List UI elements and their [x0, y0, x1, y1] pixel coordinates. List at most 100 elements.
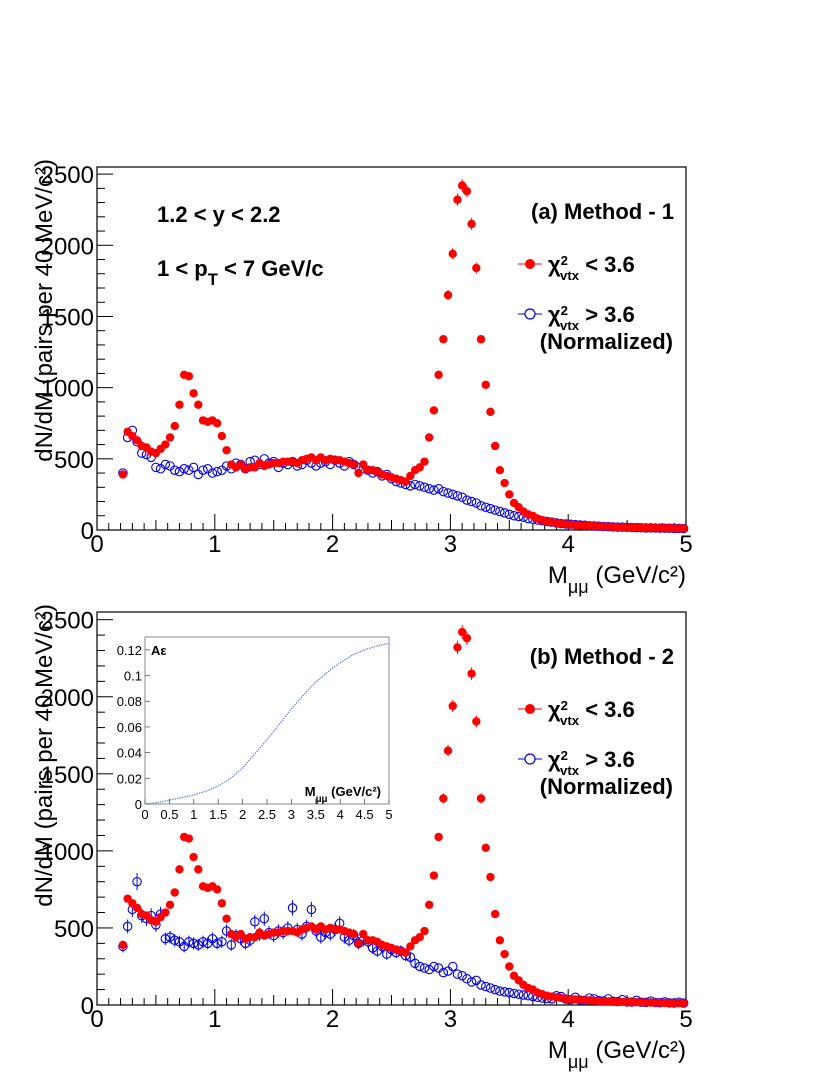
data-point — [170, 888, 179, 897]
data-point — [448, 701, 457, 711]
data-point — [495, 936, 505, 945]
data-point — [189, 389, 198, 398]
y-tick-label: 0 — [81, 518, 94, 545]
data-point — [226, 940, 237, 950]
data-point — [165, 932, 175, 942]
data-point — [490, 441, 500, 451]
data-point — [175, 865, 184, 874]
annotation-rapidity: 1.2 < y < 2.2 — [157, 202, 281, 227]
inset-y-tick-label: 0.06 — [117, 720, 142, 735]
data-point — [495, 986, 505, 996]
data-point — [457, 181, 467, 190]
data-point — [429, 961, 439, 972]
legend-marker — [525, 259, 535, 269]
x-tick-label: 1 — [208, 531, 221, 558]
data-point — [453, 195, 462, 204]
data-point — [443, 290, 453, 300]
data-point — [424, 900, 434, 910]
legend-marker — [525, 704, 535, 714]
legend-label-normalized: (Normalized) — [540, 329, 673, 354]
data-point — [467, 669, 476, 678]
data-point — [188, 938, 199, 949]
data-point — [504, 987, 515, 998]
y-tick-label: 500 — [54, 447, 94, 474]
data-point — [174, 466, 185, 477]
panel-a: 0 1 2 3 4 5 0 500 1000 1500 2000 2500 Mμμ (GeV/c²) dN… — [31, 159, 693, 597]
data-point — [415, 961, 425, 972]
data-point — [495, 506, 505, 517]
y-tick-label: 500 — [54, 916, 94, 943]
data-point — [132, 436, 142, 445]
data-point — [448, 961, 458, 972]
data-point — [419, 482, 430, 493]
data-point — [462, 634, 472, 643]
y-tick-label: 1500 — [41, 762, 94, 789]
data-point — [504, 509, 515, 520]
data-point — [169, 935, 180, 946]
data-point — [490, 505, 500, 515]
y-tick-label: 2500 — [41, 608, 94, 635]
legend-label: χ2 vtx < 3.6 — [548, 252, 635, 283]
data-point — [467, 219, 476, 229]
data-point — [509, 511, 519, 521]
series-red — [118, 625, 688, 1008]
data-point — [194, 865, 203, 874]
x-tick-label: 5 — [679, 1006, 692, 1033]
data-point — [349, 929, 359, 939]
inset-y-tick-label: 0.1 — [124, 669, 142, 684]
data-point — [466, 496, 477, 507]
data-point — [476, 501, 486, 511]
data-point — [189, 852, 198, 862]
inset-x-tick-label: 3 — [288, 807, 295, 822]
data-point — [118, 470, 128, 479]
inset-x-tick-label: 3.5 — [307, 807, 325, 822]
data-point — [434, 370, 443, 380]
data-point — [509, 988, 519, 999]
inset-y-tick-label: 0.08 — [117, 694, 142, 709]
data-point — [433, 963, 444, 973]
series-blue — [118, 873, 689, 1008]
data-point — [188, 462, 199, 473]
x-tick-label: 3 — [444, 531, 457, 558]
data-point — [495, 466, 505, 475]
data-point — [505, 490, 514, 499]
inset-frame — [144, 636, 390, 805]
legend-marker — [524, 308, 536, 320]
panel-label: (b) Method - 2 — [530, 644, 674, 669]
y-tick-label: 0 — [81, 993, 94, 1020]
data-point — [160, 933, 171, 944]
data-point — [499, 987, 510, 997]
data-point — [118, 940, 128, 950]
data-point — [452, 969, 463, 979]
inset-y-tick-label: 0.02 — [117, 771, 142, 786]
data-point — [439, 335, 448, 344]
data-point — [443, 966, 453, 976]
data-point — [500, 949, 509, 959]
data-point — [184, 834, 194, 843]
inset-label: Aε — [151, 643, 167, 658]
y-axis-label: dN/dM (pairs per 40 MeV/c²) — [31, 604, 58, 907]
data-point — [472, 263, 481, 273]
data-point — [433, 483, 444, 494]
x-tick-label: 4 — [562, 531, 575, 558]
data-point — [486, 407, 495, 417]
data-point — [419, 963, 430, 973]
data-point — [179, 464, 189, 474]
data-point — [452, 491, 463, 501]
inset-chart: 0 0.5 1 1.5 2 2.5 3 3.5 4 4.5 5 0 0.02 0.04 0.06 0.08 0.… — [117, 636, 393, 822]
data-point — [513, 989, 524, 999]
data-point — [679, 524, 688, 533]
data-point — [434, 832, 443, 842]
data-point — [170, 421, 179, 431]
series-red — [118, 179, 688, 533]
data-point — [481, 843, 490, 852]
data-point — [222, 446, 231, 455]
data-point — [405, 952, 416, 962]
x-tick-label: 5 — [679, 531, 692, 558]
inset-x-tick-label: 2.5 — [258, 807, 276, 822]
data-point — [401, 948, 410, 957]
data-point — [184, 372, 194, 381]
inset-x-tick-label: 5 — [385, 807, 392, 822]
data-point — [122, 921, 133, 932]
